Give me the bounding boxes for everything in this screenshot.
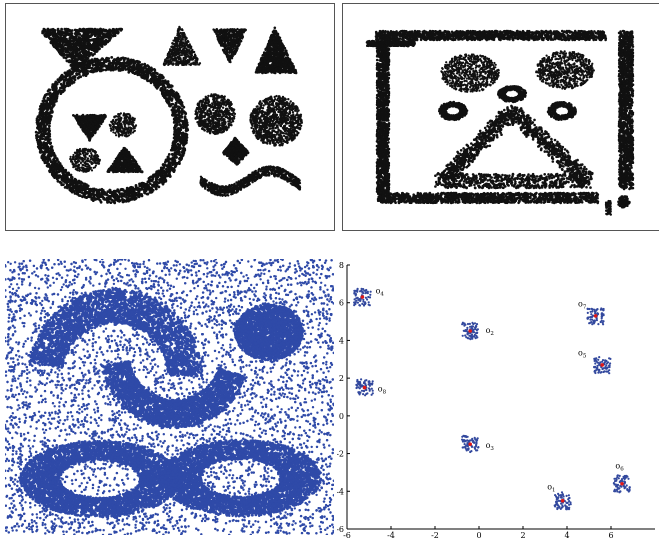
cluster	[461, 434, 480, 454]
cluster-label: o2	[486, 326, 494, 337]
cluster-center	[362, 385, 367, 390]
panel-d-annotations: o4 o2 o7 o5 o8 o3 o1 o6	[376, 286, 625, 493]
cluster	[593, 356, 612, 375]
cluster	[612, 474, 631, 494]
panel-c-points	[5, 259, 334, 535]
cluster-label: o7	[578, 299, 587, 310]
y-tick-label: 2	[339, 374, 344, 383]
x-tick-label: -4	[387, 531, 395, 539]
cluster	[586, 307, 605, 326]
panel-d-axes: -6 -4 -2 0 2 4 6 8 -6 -4 -2 0 2 4 6	[337, 261, 655, 539]
panel-a-plot	[5, 3, 335, 231]
y-tick-label: -6	[337, 525, 344, 534]
x-tick-label: 2	[520, 531, 525, 539]
cluster-center	[360, 295, 365, 299]
y-tick-label: -4	[337, 487, 344, 496]
y-tick-label: 0	[339, 412, 344, 421]
cluster-center	[620, 481, 624, 486]
panel-d-cluster-chart: -6 -4 -2 0 2 4 6 8 -6 -4 -2 0 2 4 6 o4 o2 o7 o5 o8 o3 o1 o6	[337, 255, 659, 539]
panel-d-points	[353, 287, 631, 511]
x-tick-label: 6	[608, 531, 613, 539]
cluster-label: o5	[578, 349, 587, 360]
cluster-label: o6	[615, 462, 624, 473]
panel-b-dot-shapes	[342, 3, 659, 231]
panel-a-points	[34, 25, 303, 205]
cluster-center	[468, 442, 472, 446]
y-tick-label: 4	[339, 336, 344, 345]
panel-c-plot	[5, 259, 334, 535]
x-tick-label: -2	[431, 531, 439, 539]
cluster-label: o4	[376, 286, 385, 297]
cluster-label: o8	[378, 384, 387, 395]
cluster	[553, 491, 572, 511]
y-tick-label: 8	[339, 261, 344, 270]
panel-b-plot	[342, 3, 659, 231]
x-tick-label: 0	[476, 531, 481, 539]
cluster-center	[468, 329, 472, 333]
cluster-center	[560, 498, 565, 503]
x-tick-label: -6	[343, 531, 351, 539]
cluster	[353, 287, 372, 307]
cluster	[355, 378, 374, 397]
panel-c-noisy-shapes	[5, 259, 334, 535]
cluster-center	[600, 363, 604, 367]
cluster	[461, 321, 479, 341]
cluster-label: o1	[547, 482, 555, 493]
panel-a-dot-shapes	[5, 3, 335, 231]
panel-d-plot: -6 -4 -2 0 2 4 6 8 -6 -4 -2 0 2 4 6 o4 o2 o7 o5 o8 o3 o1 o6	[337, 261, 655, 539]
y-tick-label: 6	[339, 299, 344, 308]
y-tick-label: -2	[337, 450, 344, 459]
x-tick-label: 4	[564, 531, 569, 539]
cluster-label: o3	[486, 441, 495, 452]
cluster-center	[593, 314, 598, 318]
panel-b-points	[365, 29, 635, 216]
